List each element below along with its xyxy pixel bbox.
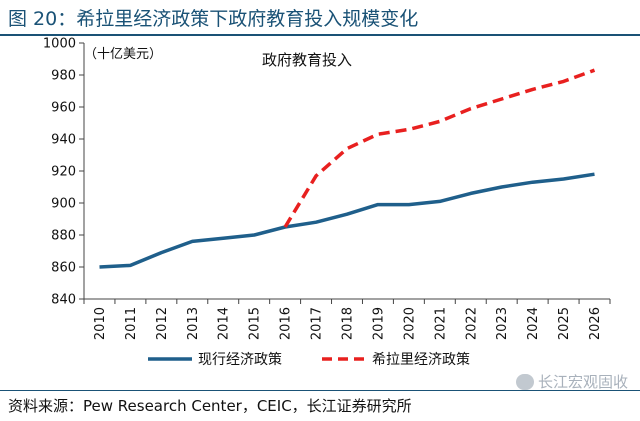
x-tick-label: 2025 [557, 307, 572, 340]
chart-legend: 现行经济政策 希拉里经济政策 [148, 351, 470, 368]
y-tick-label: 860 [51, 261, 76, 276]
source-note: 资料来源：Pew Research Center，CEIC，长江证券研究所 [8, 397, 412, 415]
x-tick-label: 2023 [495, 307, 510, 340]
x-tick-label: 2020 [402, 307, 417, 340]
x-tick-label: 2010 [93, 307, 108, 340]
x-tick-label: 2018 [341, 307, 356, 340]
x-tick-label: 2019 [371, 307, 386, 340]
watermark: 长江宏观固收 [515, 371, 628, 392]
x-tick-label: 2013 [186, 307, 201, 340]
x-tick-label: 2024 [526, 307, 541, 340]
y-tick-label: 920 [51, 165, 76, 180]
y-tick-label: 840 [51, 293, 76, 308]
bottom-rule [0, 390, 640, 391]
chart-title: 政府教育投入 [262, 51, 352, 69]
x-tick-label: 2026 [588, 307, 603, 340]
y-tick-label: 980 [51, 69, 76, 84]
legend-label-2: 希拉里经济政策 [372, 351, 470, 368]
wechat-icon [515, 373, 534, 390]
figure-title: 图 20：希拉里经济政策下政府教育投入规模变化 [8, 8, 419, 30]
chart-axes [83, 43, 610, 300]
y-tick-label: 900 [51, 197, 76, 212]
x-axis-ticks: 2010 2011 2012 2013 2014 2015 2016 2017 2018 2019… [83, 299, 611, 340]
chart-lines [99, 68, 596, 269]
x-tick-label: 2014 [217, 307, 232, 340]
x-tick-label: 2015 [248, 307, 263, 340]
y-tick-label: 940 [51, 133, 76, 148]
legend-label-1: 现行经济政策 [198, 351, 282, 368]
y-tick-label: 880 [51, 229, 76, 244]
series-line-2 [283, 68, 596, 228]
x-tick-label: 2016 [279, 307, 294, 340]
chart-unit-label: （十亿美元） [84, 47, 162, 62]
x-tick-label: 2011 [124, 307, 139, 340]
y-tick-label: 960 [51, 101, 76, 116]
x-tick-label: 2012 [155, 307, 170, 340]
x-tick-label: 2022 [464, 307, 479, 340]
watermark-text: 长江宏观固收 [537, 373, 628, 391]
x-tick-label: 2021 [433, 307, 448, 340]
y-axis-ticks: 840 860 880 900 920 940 960 980 1000 [43, 37, 84, 308]
title-rule [0, 34, 640, 36]
series-line-1 [99, 172, 595, 269]
y-tick-label: 1000 [43, 37, 76, 52]
x-tick-label: 2017 [310, 307, 325, 340]
